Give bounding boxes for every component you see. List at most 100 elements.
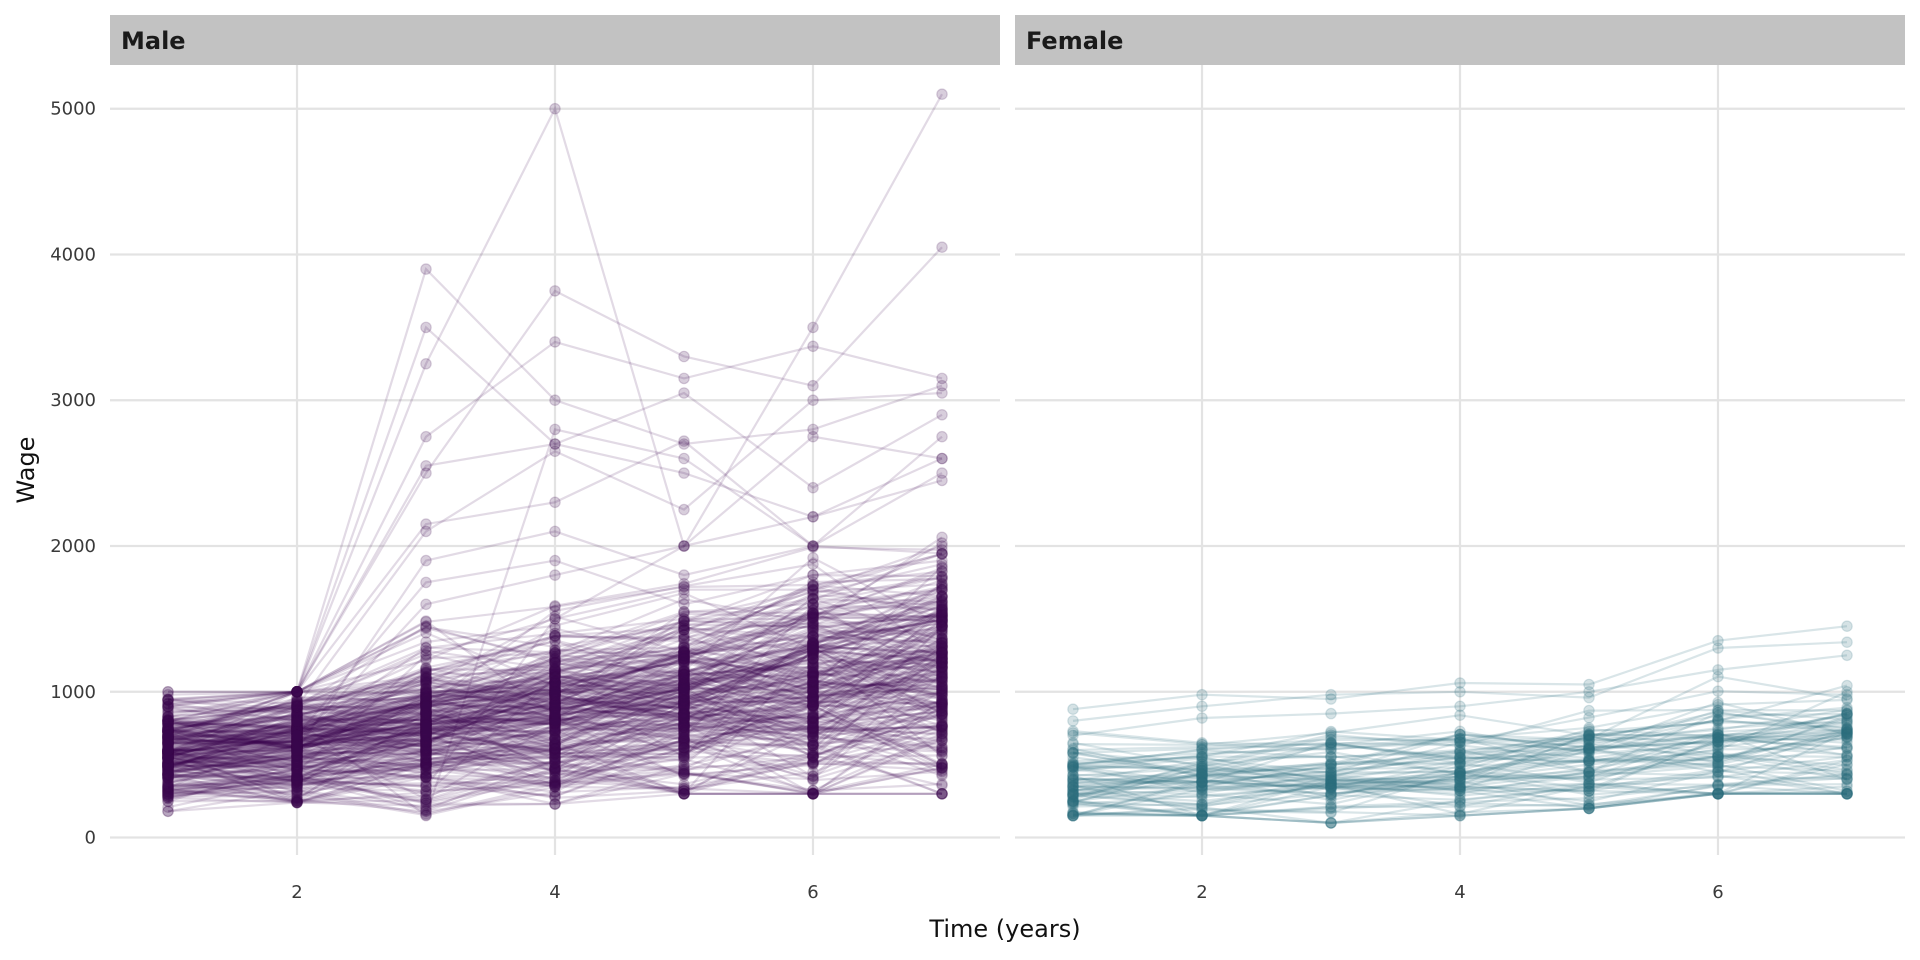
point-0-95-2 — [420, 717, 432, 730]
point-0-76-1 — [291, 727, 303, 740]
point-0-260-2 — [420, 662, 432, 675]
point-0-4-6 — [936, 704, 948, 717]
point-0-98-0 — [162, 717, 174, 730]
point-0-20-5 — [807, 643, 819, 655]
point-0-77-0 — [162, 735, 174, 748]
point-0-42-5 — [807, 636, 819, 648]
point-0-52-1 — [291, 695, 303, 708]
point-0-27-1 — [291, 774, 303, 787]
point-0-53-4 — [678, 707, 690, 719]
point-0-57-5 — [807, 611, 819, 624]
point-0-18-0 — [162, 725, 174, 738]
point-0-124-3 — [549, 745, 561, 758]
point-0-118-1 — [291, 761, 303, 773]
series-line-0-31 — [167, 588, 943, 742]
point-0-10-1 — [291, 697, 303, 710]
point-0-296-6 — [936, 474, 948, 487]
point-0-69-0 — [162, 778, 174, 791]
point-0-102-5 — [807, 630, 819, 642]
point-0-61-2 — [420, 785, 432, 797]
point-0-69-5 — [807, 787, 819, 800]
point-0-6-3 — [549, 698, 561, 711]
point-0-45-1 — [291, 711, 303, 724]
point-0-108-2 — [420, 732, 432, 744]
point-0-109-4 — [678, 742, 690, 754]
point-0-61-1 — [291, 770, 303, 783]
series-line-0-112 — [167, 737, 943, 804]
point-0-45-2 — [420, 652, 432, 665]
point-0-45-6 — [936, 611, 948, 623]
point-0-101-3 — [549, 758, 561, 771]
point-0-293-2 — [420, 809, 432, 822]
point-0-23-5 — [807, 696, 819, 709]
point-0-13-3 — [549, 762, 561, 774]
point-0-38-3 — [549, 738, 561, 751]
point-0-65-2 — [420, 692, 432, 705]
point-0-281-2 — [420, 673, 432, 685]
point-0-70-1 — [291, 793, 303, 806]
point-0-76-0 — [162, 744, 174, 757]
point-0-128-4 — [678, 716, 690, 729]
point-0-77-6 — [936, 696, 948, 709]
point-0-72-1 — [291, 772, 303, 785]
point-0-95-4 — [678, 750, 690, 763]
point-1-60-6 — [1841, 749, 1853, 761]
point-0-116-6 — [936, 669, 948, 682]
point-0-41-2 — [420, 719, 432, 731]
series-line-0-40 — [167, 672, 943, 772]
point-0-81-2 — [420, 745, 432, 758]
point-0-290-5 — [807, 340, 819, 353]
point-0-119-6 — [936, 642, 948, 654]
point-0-10-0 — [162, 718, 174, 730]
series-line-0-29 — [167, 723, 943, 796]
series-line-0-46 — [167, 695, 943, 759]
point-0-298-3 — [549, 613, 561, 625]
series-line-0-60 — [167, 767, 943, 813]
point-0-141-6 — [936, 655, 948, 668]
point-0-12-5 — [807, 770, 819, 782]
series-line-0-104 — [167, 658, 943, 759]
point-0-34-2 — [420, 719, 432, 731]
point-0-140-2 — [420, 760, 432, 773]
series-line-0-126 — [167, 650, 943, 753]
point-0-63-5 — [807, 619, 819, 632]
point-0-20-0 — [162, 710, 174, 723]
point-0-122-5 — [807, 670, 819, 683]
point-0-13-2 — [420, 708, 432, 721]
point-0-131-6 — [936, 632, 948, 645]
point-0-302-5 — [807, 642, 819, 654]
point-0-99-3 — [549, 686, 561, 698]
point-0-97-4 — [678, 784, 690, 797]
point-0-118-3 — [549, 752, 561, 764]
point-0-126-5 — [807, 679, 819, 692]
point-0-48-0 — [162, 694, 174, 706]
point-0-3-4 — [678, 680, 690, 692]
series-line-0-37 — [167, 704, 943, 771]
point-0-134-2 — [420, 797, 432, 810]
point-0-126-6 — [936, 645, 948, 658]
point-0-85-1 — [291, 757, 303, 769]
series-line-0-93 — [167, 591, 943, 723]
point-0-82-2 — [420, 697, 432, 710]
point-0-120-0 — [162, 737, 174, 749]
point-0-300-0 — [162, 715, 174, 727]
point-0-105-3 — [549, 751, 561, 763]
point-0-72-3 — [549, 688, 561, 701]
point-0-97-6 — [936, 779, 948, 792]
point-0-37-1 — [291, 743, 303, 755]
point-0-16-0 — [162, 732, 174, 744]
point-0-128-0 — [162, 769, 174, 781]
series-line-0-140 — [167, 727, 943, 789]
series-line-0-125 — [167, 628, 943, 733]
series-line-0-21 — [167, 657, 943, 778]
point-0-91-4 — [678, 633, 690, 645]
point-0-100-4 — [678, 678, 690, 691]
point-0-89-5 — [807, 734, 819, 746]
point-0-137-4 — [678, 678, 690, 691]
point-0-91-3 — [549, 680, 561, 693]
point-0-126-1 — [291, 735, 303, 748]
point-0-114-4 — [678, 715, 690, 727]
point-0-130-1 — [291, 774, 303, 787]
point-0-139-6 — [936, 603, 948, 615]
series-line-0-45 — [167, 612, 943, 739]
